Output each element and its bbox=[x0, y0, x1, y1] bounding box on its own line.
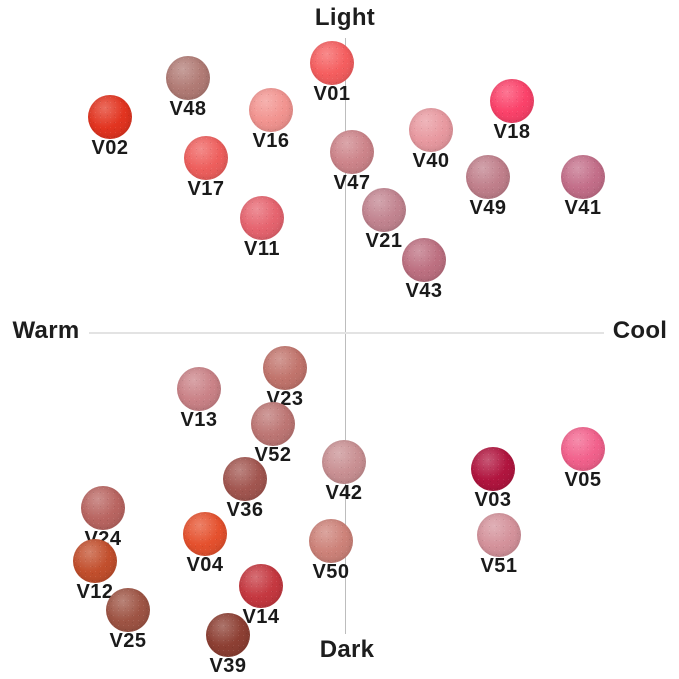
swatch-label-V41: V41 bbox=[564, 197, 602, 219]
swatch-V01 bbox=[310, 41, 354, 85]
vertical-axis-line bbox=[345, 38, 346, 634]
swatch-label-V51: V51 bbox=[480, 555, 518, 577]
axis-label-cool: Cool bbox=[612, 317, 668, 344]
swatch-label-V11: V11 bbox=[244, 238, 280, 260]
swatch-label-V52: V52 bbox=[254, 444, 292, 466]
axis-label-light: Light bbox=[314, 4, 376, 31]
swatch-label-V36: V36 bbox=[226, 499, 264, 521]
swatch-V42 bbox=[322, 440, 366, 484]
swatch-label-V39: V39 bbox=[209, 655, 247, 677]
swatch-V25 bbox=[106, 588, 150, 632]
swatch-V41 bbox=[561, 155, 605, 199]
swatch-V14 bbox=[239, 564, 283, 608]
swatch-label-V01: V01 bbox=[313, 83, 351, 105]
swatch-V43 bbox=[402, 238, 446, 282]
swatch-V23 bbox=[263, 346, 307, 390]
swatch-label-V48: V48 bbox=[169, 98, 207, 120]
swatch-V04 bbox=[183, 512, 227, 556]
swatch-V17 bbox=[184, 136, 228, 180]
swatch-V11 bbox=[240, 196, 284, 240]
swatch-label-V13: V13 bbox=[180, 409, 218, 431]
swatch-V21 bbox=[362, 188, 406, 232]
swatch-label-V40: V40 bbox=[412, 150, 450, 172]
swatch-V48 bbox=[166, 56, 210, 100]
axis-label-dark: Dark bbox=[319, 636, 375, 663]
swatch-label-V47: V47 bbox=[333, 172, 371, 194]
swatch-label-V05: V05 bbox=[564, 469, 602, 491]
swatch-label-V17: V17 bbox=[187, 178, 225, 200]
swatch-label-V18: V18 bbox=[493, 121, 531, 143]
swatch-V16 bbox=[249, 88, 293, 132]
swatch-label-V04: V04 bbox=[186, 554, 224, 576]
horizontal-axis-line bbox=[89, 332, 604, 334]
swatch-V51 bbox=[477, 513, 521, 557]
swatch-V52 bbox=[251, 402, 295, 446]
swatch-label-V03: V03 bbox=[474, 489, 512, 511]
swatch-label-V12: V12 bbox=[76, 581, 114, 603]
swatch-label-V21: V21 bbox=[365, 230, 403, 252]
swatch-V12 bbox=[73, 539, 117, 583]
swatch-V39 bbox=[206, 613, 250, 657]
swatch-V36 bbox=[223, 457, 267, 501]
swatch-V50 bbox=[309, 519, 353, 563]
swatch-V18 bbox=[490, 79, 534, 123]
axis-label-warm: Warm bbox=[12, 317, 80, 344]
swatch-label-V02: V02 bbox=[91, 137, 129, 159]
swatch-V24 bbox=[81, 486, 125, 530]
swatch-V05 bbox=[561, 427, 605, 471]
swatch-label-V14: V14 bbox=[242, 606, 280, 628]
swatch-V03 bbox=[471, 447, 515, 491]
swatch-label-V50: V50 bbox=[312, 561, 350, 583]
swatch-V49 bbox=[466, 155, 510, 199]
swatch-label-V25: V25 bbox=[109, 630, 147, 652]
swatch-label-V42: V42 bbox=[325, 482, 363, 504]
swatch-V13 bbox=[177, 367, 221, 411]
swatch-label-V49: V49 bbox=[469, 197, 507, 219]
swatch-V47 bbox=[330, 130, 374, 174]
swatch-V40 bbox=[409, 108, 453, 152]
swatch-V02 bbox=[88, 95, 132, 139]
swatch-label-V16: V16 bbox=[252, 130, 290, 152]
swatch-label-V43: V43 bbox=[405, 280, 443, 302]
